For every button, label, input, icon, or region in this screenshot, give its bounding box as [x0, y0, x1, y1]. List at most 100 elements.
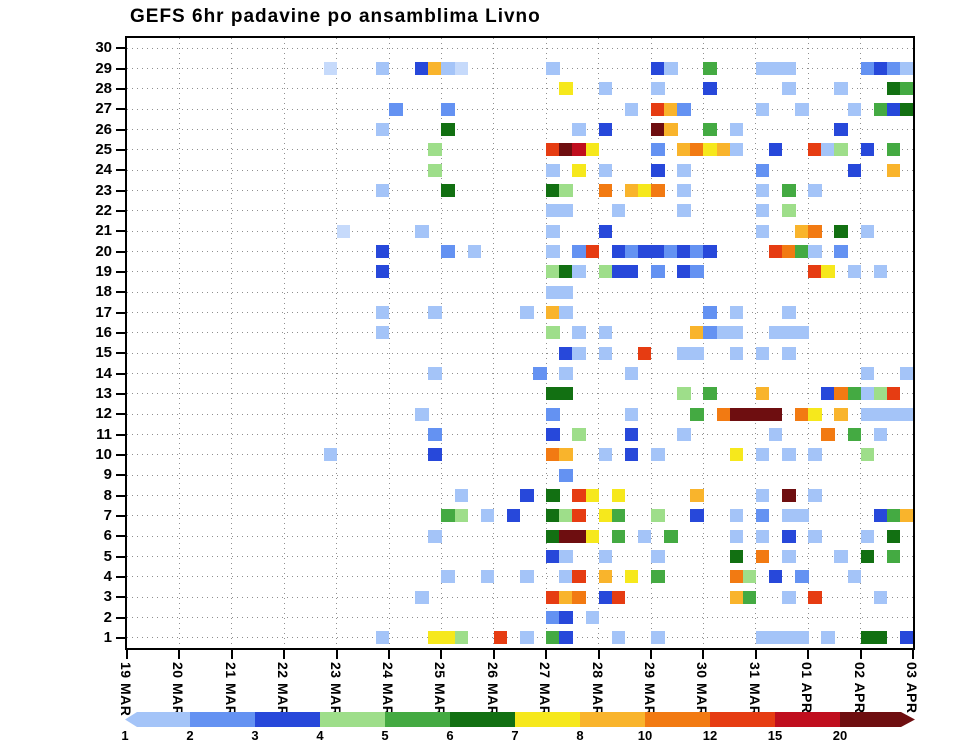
y-tick-label: 30 — [95, 39, 112, 57]
grid-line-horizontal — [127, 352, 913, 354]
heatmap-cell — [821, 387, 835, 401]
x-axis-tick — [126, 650, 128, 659]
heatmap-cell — [546, 631, 560, 645]
x-tick-label: 20 MAR — [170, 662, 187, 717]
y-tick-label: 24 — [95, 161, 112, 179]
heatmap-cell — [768, 407, 783, 421]
heatmap-cell — [886, 407, 901, 421]
heatmap-cell — [572, 143, 586, 157]
heatmap-cell — [808, 448, 822, 462]
y-tick-label: 3 — [103, 588, 112, 606]
x-tick-label: 31 MAR — [746, 662, 763, 717]
heatmap-cell — [559, 611, 573, 624]
grid-line-vertical — [283, 38, 285, 648]
heatmap-cell — [637, 529, 652, 543]
heatmap-cell — [559, 306, 573, 319]
heatmap-cell — [611, 590, 626, 604]
heatmap-cell — [546, 489, 560, 502]
heatmap-cell — [703, 387, 717, 401]
heatmap-cell — [755, 550, 770, 563]
grid-line-vertical — [598, 38, 600, 648]
x-axis-tick — [807, 650, 810, 659]
heatmap-cell — [598, 326, 613, 340]
y-tick-label: 21 — [95, 222, 112, 240]
heatmap-cell — [651, 631, 665, 645]
colorbar-segment — [710, 712, 775, 727]
y-axis-tick — [116, 148, 125, 151]
y-tick-label: 10 — [95, 445, 112, 463]
x-tick-label: 27 MAR — [537, 662, 554, 717]
y-axis-tick — [116, 596, 125, 599]
colorbar-segment — [320, 712, 385, 727]
heatmap-cell — [651, 184, 665, 197]
y-tick-label: 22 — [95, 201, 112, 219]
grid-line-horizontal — [127, 474, 913, 476]
heatmap-cell — [598, 265, 613, 279]
grid-line-vertical — [545, 38, 547, 648]
heatmap-cell — [899, 62, 914, 75]
grid-line-vertical — [388, 38, 390, 648]
heatmap-cell — [651, 448, 665, 462]
colorbar — [125, 712, 915, 727]
heatmap-cell — [624, 184, 639, 197]
heatmap-cell — [415, 407, 429, 421]
y-tick-label: 12 — [95, 405, 112, 423]
heatmap-cell — [690, 346, 704, 360]
heatmap-cell — [703, 245, 717, 258]
heatmap-cell — [441, 102, 455, 116]
heatmap-cell — [755, 448, 770, 462]
heatmap-cell — [795, 224, 809, 238]
y-axis-tick — [116, 514, 125, 517]
heatmap-cell — [375, 245, 390, 258]
heatmap-cell — [520, 570, 534, 584]
heatmap-cell — [546, 407, 560, 421]
heatmap-cell — [755, 163, 770, 177]
heatmap-cell — [703, 123, 717, 136]
heatmap-cell — [690, 326, 704, 340]
heatmap-cell — [533, 367, 547, 380]
y-axis-tick — [116, 169, 125, 172]
heatmap-cell — [690, 407, 704, 421]
heatmap-cell — [598, 123, 613, 136]
heatmap-cell — [690, 489, 704, 502]
grid-line-horizontal — [127, 169, 913, 171]
y-tick-label: 28 — [95, 79, 112, 97]
grid-line-vertical — [336, 38, 338, 648]
y-axis-tick — [116, 494, 125, 497]
y-axis-tick — [116, 189, 125, 192]
grid-line-horizontal — [127, 413, 913, 415]
heatmap-cell — [559, 204, 573, 218]
heatmap-cell — [703, 62, 717, 75]
x-axis-tick — [283, 650, 286, 659]
heatmap-cell — [559, 265, 573, 279]
colorbar-tick-label: 5 — [381, 728, 389, 743]
colorbar-segment — [775, 712, 840, 727]
heatmap-cell — [768, 428, 783, 441]
heatmap-cell — [847, 387, 862, 401]
y-axis-tick — [116, 352, 125, 355]
heatmap-cell — [546, 224, 560, 238]
heatmap-cell — [454, 489, 469, 502]
y-axis-tick — [116, 67, 125, 70]
heatmap-cell — [782, 631, 796, 645]
heatmap-cell — [677, 245, 691, 258]
heatmap-cell — [782, 346, 796, 360]
grid-line-horizontal — [127, 68, 913, 69]
heatmap-cell — [585, 611, 600, 624]
heatmap-cell — [834, 224, 848, 238]
heatmap-cell — [651, 245, 665, 258]
heatmap-cell — [677, 346, 691, 360]
heatmap-cell — [795, 245, 809, 258]
heatmap-cell — [323, 62, 338, 75]
heatmap-cell — [559, 529, 573, 543]
x-tick-label: 25 MAR — [432, 662, 449, 717]
heatmap-cell — [520, 306, 534, 319]
heatmap-cell — [415, 224, 429, 238]
x-tick-label: 24 MAR — [380, 662, 396, 717]
colorbar-segment — [580, 712, 645, 727]
grid-line-vertical — [650, 38, 652, 648]
colorbar-tick-label: 6 — [446, 728, 454, 743]
x-axis-tick — [335, 650, 338, 659]
heatmap-cell — [834, 387, 848, 401]
y-tick-label: 9 — [103, 466, 112, 484]
